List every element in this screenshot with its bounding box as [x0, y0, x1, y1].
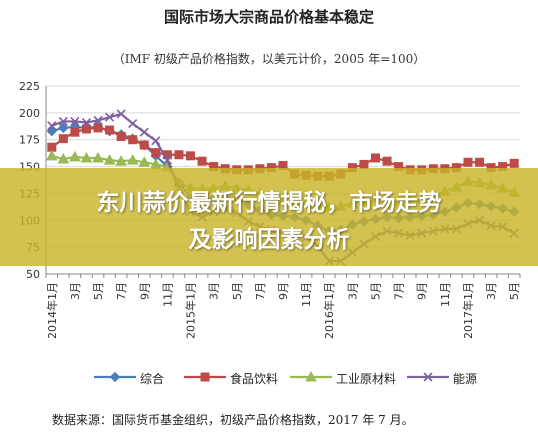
data-point-food — [151, 148, 161, 158]
chart-legend: 综合 食品饮料 工业原材料 能源 — [92, 368, 512, 388]
x-tick-label: 3月 — [208, 282, 221, 300]
y-tick-label: 50 — [26, 268, 40, 281]
data-point-energy — [105, 112, 115, 122]
x-tick-label: 2017年1月 — [461, 282, 475, 339]
y-tick-label: 200 — [19, 107, 40, 120]
data-point-food — [197, 156, 207, 166]
data-point-industrial — [69, 150, 81, 162]
data-point-energy — [162, 155, 172, 165]
x-marker-stroke — [105, 112, 115, 122]
x-tick-label: 2015年1月 — [184, 282, 198, 339]
data-point-food — [174, 150, 184, 160]
legend-swatch-industrial — [290, 370, 332, 382]
x-marker-stroke — [139, 127, 149, 137]
legend-label-composite: 综合 — [140, 372, 165, 386]
x-tick-label: 3月 — [69, 282, 82, 300]
data-source-note: 数据来源：国际货币基金组织，初级产品价格指数，2017 年 7 月。 — [52, 413, 414, 427]
x-marker-stroke — [93, 115, 103, 125]
x-marker-stroke — [162, 155, 172, 165]
data-point-industrial — [45, 149, 58, 161]
data-point-food — [382, 156, 392, 166]
data-point-industrial — [115, 155, 127, 166]
data-point-energy — [93, 115, 103, 125]
legend-marker — [423, 372, 433, 382]
x-marker-stroke — [128, 119, 138, 129]
y-tick-label: 175 — [19, 134, 40, 147]
data-point-energy — [47, 121, 57, 131]
data-point-industrial — [126, 154, 139, 165]
data-point-industrial — [57, 153, 70, 164]
data-point-food — [475, 157, 485, 167]
data-point-food — [186, 151, 196, 161]
x-tick-label: 2016年1月 — [322, 282, 336, 339]
headline-banner: 东川蒜价最新行情揭秘，市场走势 及影响因素分析 — [0, 168, 538, 266]
x-tick-label: 7月 — [254, 282, 267, 300]
x-marker-stroke — [58, 116, 68, 127]
legend-marker — [305, 370, 317, 382]
data-point-energy — [116, 109, 126, 119]
data-point-food — [509, 158, 519, 168]
data-point-food — [81, 124, 91, 134]
banner-line-1: 东川蒜价最新行情揭秘，市场走势 — [96, 190, 442, 216]
x-tick-label: 9月 — [277, 282, 290, 300]
legend-marker — [200, 372, 210, 382]
x-tick-label: 11月 — [300, 282, 313, 307]
data-point-energy — [81, 117, 92, 128]
legend-marker — [109, 371, 121, 383]
x-tick-label: 11月 — [161, 282, 174, 307]
data-point-industrial — [103, 154, 116, 165]
x-tick-label: 9月 — [416, 282, 429, 300]
legend-label-food: 食品饮料 — [230, 372, 279, 386]
x-tick-label: 5月 — [92, 282, 105, 300]
x-marker-stroke — [423, 372, 433, 382]
x-tick-label: 5月 — [508, 282, 521, 300]
data-point-food — [58, 134, 68, 144]
x-marker-stroke — [151, 136, 161, 146]
data-point-energy — [58, 116, 68, 127]
legend-label-energy: 能源 — [453, 372, 478, 386]
data-point-industrial — [80, 151, 93, 163]
data-point-industrial — [92, 151, 104, 163]
x-marker-stroke — [81, 117, 92, 128]
data-point-energy — [70, 116, 80, 127]
chart-title: 国际市场大宗商品价格基本稳定 — [163, 8, 374, 26]
x-tick-label: 3月 — [346, 282, 359, 300]
y-tick-label: 225 — [19, 80, 40, 93]
banner-line-2: 及影响因素分析 — [188, 227, 350, 253]
x-marker-stroke — [70, 116, 80, 127]
data-point-food — [93, 123, 103, 133]
data-point-energy — [139, 127, 149, 137]
legend-label-industrial: 工业原材料 — [336, 372, 397, 386]
data-point-food — [105, 125, 115, 135]
data-point-energy — [151, 136, 161, 146]
x-tick-label: 2014年1月 — [45, 282, 59, 339]
data-point-energy — [128, 119, 138, 129]
x-marker-stroke — [47, 121, 57, 131]
x-tick-label: 7月 — [393, 282, 406, 300]
data-point-food — [116, 131, 126, 141]
chart-subtitle: （IMF 初级产品价格指数，以美元计价，2005 年=100） — [112, 52, 426, 66]
x-tick-label: 7月 — [115, 282, 128, 300]
x-tick-label: 5月 — [231, 282, 244, 300]
x-tick-label: 3月 — [485, 282, 498, 300]
legend-swatch-energy — [407, 372, 449, 382]
legend-swatch-composite — [94, 371, 136, 383]
data-point-industrial — [138, 156, 151, 167]
data-point-food — [139, 140, 149, 150]
x-tick-label: 9月 — [138, 282, 151, 300]
legend-swatch-food — [184, 372, 226, 382]
data-point-food — [463, 157, 473, 167]
x-tick-label: 11月 — [439, 282, 452, 307]
data-point-composite — [58, 122, 69, 134]
x-marker-stroke — [116, 109, 126, 119]
x-tick-label: 5月 — [369, 282, 382, 300]
data-point-food — [370, 153, 380, 163]
data-point-food — [128, 135, 138, 145]
data-point-food — [70, 127, 80, 137]
